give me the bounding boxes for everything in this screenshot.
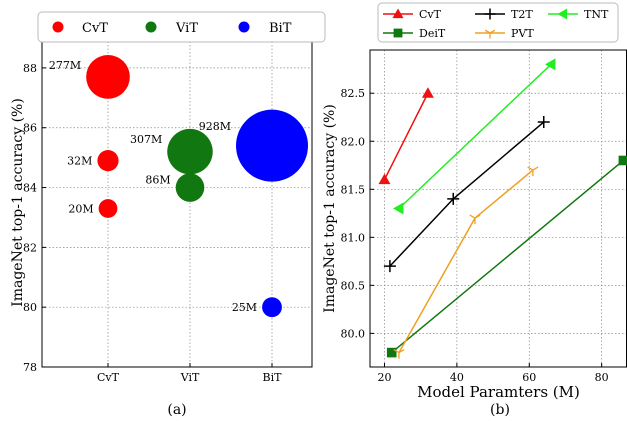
bubble-label: 928M (199, 120, 231, 133)
series-line-deit (391, 159, 624, 354)
y-tick-label-b: 82.0 (341, 135, 366, 148)
caption-a: (a) (167, 402, 186, 418)
x-tick-label-a: ViT (180, 371, 200, 384)
y-tick-label-b: 80.5 (341, 279, 366, 292)
data-point-cvt (421, 87, 434, 98)
bubble-label: 277M (49, 59, 81, 72)
legend-label-a: ViT (175, 21, 198, 36)
legend-marker-b (484, 29, 496, 39)
bubble-label: 307M (130, 133, 162, 146)
legend-label-b: T2T (511, 8, 533, 21)
bubble-label: 32M (67, 155, 92, 168)
bubble-bit (262, 297, 282, 318)
x-tick-label-b: 40 (450, 371, 464, 384)
legend-label-b: TNT (584, 8, 609, 21)
plot-frame-b (369, 49, 627, 368)
x-tick-label-a: CvT (97, 371, 120, 384)
data-point-cvt (378, 173, 391, 185)
data-point-t2t (447, 192, 460, 205)
data-point-deit (386, 347, 397, 358)
legend-marker-a (145, 21, 157, 33)
y-tick-label-a: 84 (23, 182, 37, 195)
data-point-t2t (537, 116, 550, 129)
y-tick-label-a: 80 (23, 301, 37, 314)
series-line-pvt (398, 169, 534, 353)
bubble-cvt (97, 150, 119, 172)
legend-marker-b (484, 8, 496, 20)
y-tick-label-a: 78 (23, 361, 37, 374)
data-point-tnt (392, 202, 404, 215)
x-tick-label-b: 60 (522, 371, 536, 384)
x-tick-label-a: BiT (263, 371, 283, 384)
x-tick-label-b: 20 (377, 371, 391, 384)
legend-marker-b (393, 28, 403, 38)
legend-label-a: BiT (269, 21, 292, 36)
x-tick-label-b: 80 (595, 371, 609, 384)
data-point-tnt (544, 58, 556, 71)
legend-label-b: PVT (511, 27, 534, 40)
legend-label-b: CvT (419, 8, 442, 21)
y-tick-label-b: 81.5 (341, 183, 366, 196)
legend-marker-a (52, 21, 64, 33)
data-point-pvt (469, 214, 481, 225)
bubble-vit (175, 173, 205, 202)
bubble-cvt (98, 199, 118, 218)
data-point-pvt (527, 166, 539, 177)
legend-marker-a (238, 21, 250, 33)
x-axis-label-b: Model Paramters (M) (417, 383, 580, 401)
bubble-label: 25M (232, 301, 257, 314)
legend-label-a: CvT (82, 21, 108, 36)
y-axis-label-b: ImageNet top-1 accuracy (%) (322, 104, 338, 313)
bubble-cvt (86, 55, 130, 99)
series-line-cvt (383, 92, 429, 181)
legend-marker-b (392, 8, 404, 19)
y-axis-label-a: ImageNet top-1 accuracy (%) (10, 98, 26, 307)
legend-a (37, 11, 326, 43)
legend-b (377, 2, 619, 43)
bubble-label: 86M (145, 174, 170, 187)
series-line-tnt (398, 63, 552, 210)
y-tick-label-b: 82.5 (341, 87, 366, 100)
bubble-vit (167, 128, 213, 175)
y-tick-label-b: 80.0 (341, 327, 366, 340)
y-tick-label-a: 86 (23, 122, 37, 135)
legend-marker-b (557, 8, 568, 20)
data-point-t2t (383, 260, 396, 273)
data-point-pvt (393, 349, 405, 359)
y-tick-label-a: 88 (23, 62, 37, 75)
bubble-bit (236, 109, 308, 182)
data-point-deit (618, 155, 627, 166)
legend-label-b: DeiT (419, 27, 446, 40)
y-tick-label-a: 82 (23, 241, 37, 254)
bubble-label: 20M (68, 202, 93, 215)
caption-b: (b) (490, 402, 510, 418)
y-tick-label-b: 81.0 (341, 231, 366, 244)
